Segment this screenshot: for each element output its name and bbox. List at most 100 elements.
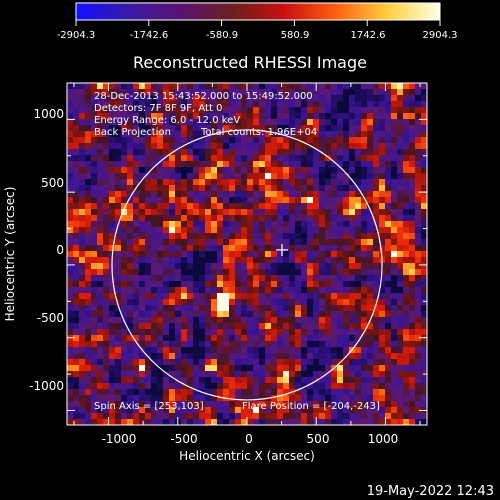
heatmap-cell xyxy=(337,335,344,342)
heatmap-cell xyxy=(409,197,416,204)
heatmap-cell xyxy=(223,203,230,210)
heatmap-cell xyxy=(181,113,188,120)
heatmap-cell xyxy=(151,335,158,342)
heatmap-cell xyxy=(145,197,152,204)
heatmap-cell xyxy=(409,215,416,222)
heatmap-cell xyxy=(67,269,74,276)
heatmap-cell xyxy=(223,353,230,360)
heatmap-cell xyxy=(283,347,290,354)
heatmap-cell xyxy=(103,395,110,402)
heatmap-cell xyxy=(133,209,140,216)
heatmap-cell xyxy=(277,287,284,294)
heatmap-cell xyxy=(337,389,344,396)
heatmap-cell xyxy=(151,371,158,378)
heatmap-cell xyxy=(133,281,140,288)
heatmap-cell xyxy=(187,395,194,402)
heatmap-cell xyxy=(421,209,427,216)
heatmap-cell xyxy=(133,173,140,180)
heatmap-cell xyxy=(127,281,134,288)
heatmap-cell xyxy=(175,227,182,234)
heatmap-cell xyxy=(109,371,116,378)
heatmap-cell xyxy=(175,161,182,168)
heatmap-cell xyxy=(355,227,362,234)
heatmap-cell xyxy=(235,401,242,408)
heatmap-cell xyxy=(67,263,74,270)
heatmap-cell xyxy=(115,245,122,252)
heatmap-cell xyxy=(421,329,427,336)
heatmap-cell xyxy=(109,191,116,198)
heatmap-cell xyxy=(421,401,427,408)
heatmap-cell xyxy=(247,401,254,408)
heatmap-cell xyxy=(379,83,386,90)
heatmap-cell xyxy=(391,131,398,138)
heatmap-cell xyxy=(199,113,206,120)
heatmap-cell xyxy=(193,317,200,324)
heatmap-cell xyxy=(301,101,308,108)
heatmap-cell xyxy=(361,389,368,396)
heatmap-cell xyxy=(379,113,386,120)
heatmap-cell xyxy=(313,119,320,126)
heatmap-cell xyxy=(235,323,242,330)
heatmap-cell xyxy=(253,233,260,240)
heatmap-cell xyxy=(271,365,278,372)
heatmap-cell xyxy=(157,215,164,222)
heatmap-cell xyxy=(295,353,302,360)
heatmap-cell xyxy=(193,227,200,234)
heatmap-cell xyxy=(391,293,398,300)
heatmap-cell xyxy=(229,335,236,342)
heatmap-cell xyxy=(259,113,266,120)
heatmap-cell xyxy=(259,167,266,174)
heatmap-cell xyxy=(319,131,326,138)
heatmap-cell xyxy=(421,143,427,150)
heatmap-cell xyxy=(277,299,284,306)
heatmap-cell xyxy=(97,299,104,306)
heatmap-cell xyxy=(103,221,110,228)
heatmap-cell xyxy=(85,221,92,228)
heatmap-cell xyxy=(169,185,176,192)
heatmap-cell xyxy=(409,263,416,270)
heatmap-cell xyxy=(97,263,104,270)
heatmap-cell xyxy=(319,239,326,246)
heatmap-cell xyxy=(241,365,248,372)
heatmap-cell xyxy=(415,329,422,336)
heatmap-cell xyxy=(79,269,86,276)
heatmap-cell xyxy=(355,197,362,204)
heatmap-cell xyxy=(307,131,314,138)
heatmap-cell xyxy=(385,377,392,384)
heatmap-cell xyxy=(181,143,188,150)
heatmap-cell xyxy=(277,197,284,204)
heatmap-cell xyxy=(163,101,170,108)
heatmap-cell xyxy=(259,365,266,372)
heatmap-cell xyxy=(229,281,236,288)
heatmap-cell xyxy=(187,221,194,228)
heatmap-cell xyxy=(145,281,152,288)
heatmap-cell xyxy=(241,89,248,96)
heatmap-cell xyxy=(79,185,86,192)
heatmap-cell xyxy=(217,167,224,174)
heatmap-cell xyxy=(133,335,140,342)
heatmap-cell xyxy=(73,137,80,144)
heatmap-cell xyxy=(193,125,200,132)
heatmap-cell xyxy=(169,305,176,312)
heatmap-cell xyxy=(379,155,386,162)
heatmap-cell xyxy=(313,293,320,300)
heatmap-cell xyxy=(265,125,272,132)
heatmap-cell xyxy=(241,167,248,174)
heatmap-cell xyxy=(361,227,368,234)
heatmap-cell xyxy=(145,203,152,210)
heatmap-cell xyxy=(391,419,398,425)
heatmap-cell xyxy=(175,353,182,360)
heatmap-cell xyxy=(277,401,284,408)
heatmap-cell xyxy=(295,173,302,180)
heatmap-cell xyxy=(181,371,188,378)
heatmap-cell xyxy=(115,155,122,162)
heatmap-cell xyxy=(409,401,416,408)
heatmap-cell xyxy=(289,257,296,264)
heatmap-cell xyxy=(421,149,427,156)
heatmap-cell xyxy=(205,389,212,396)
heatmap-cell xyxy=(313,227,320,234)
heatmap-cell xyxy=(211,251,218,258)
heatmap-cell xyxy=(343,359,350,366)
heatmap-cell xyxy=(403,233,410,240)
heatmap-cell xyxy=(301,407,308,414)
